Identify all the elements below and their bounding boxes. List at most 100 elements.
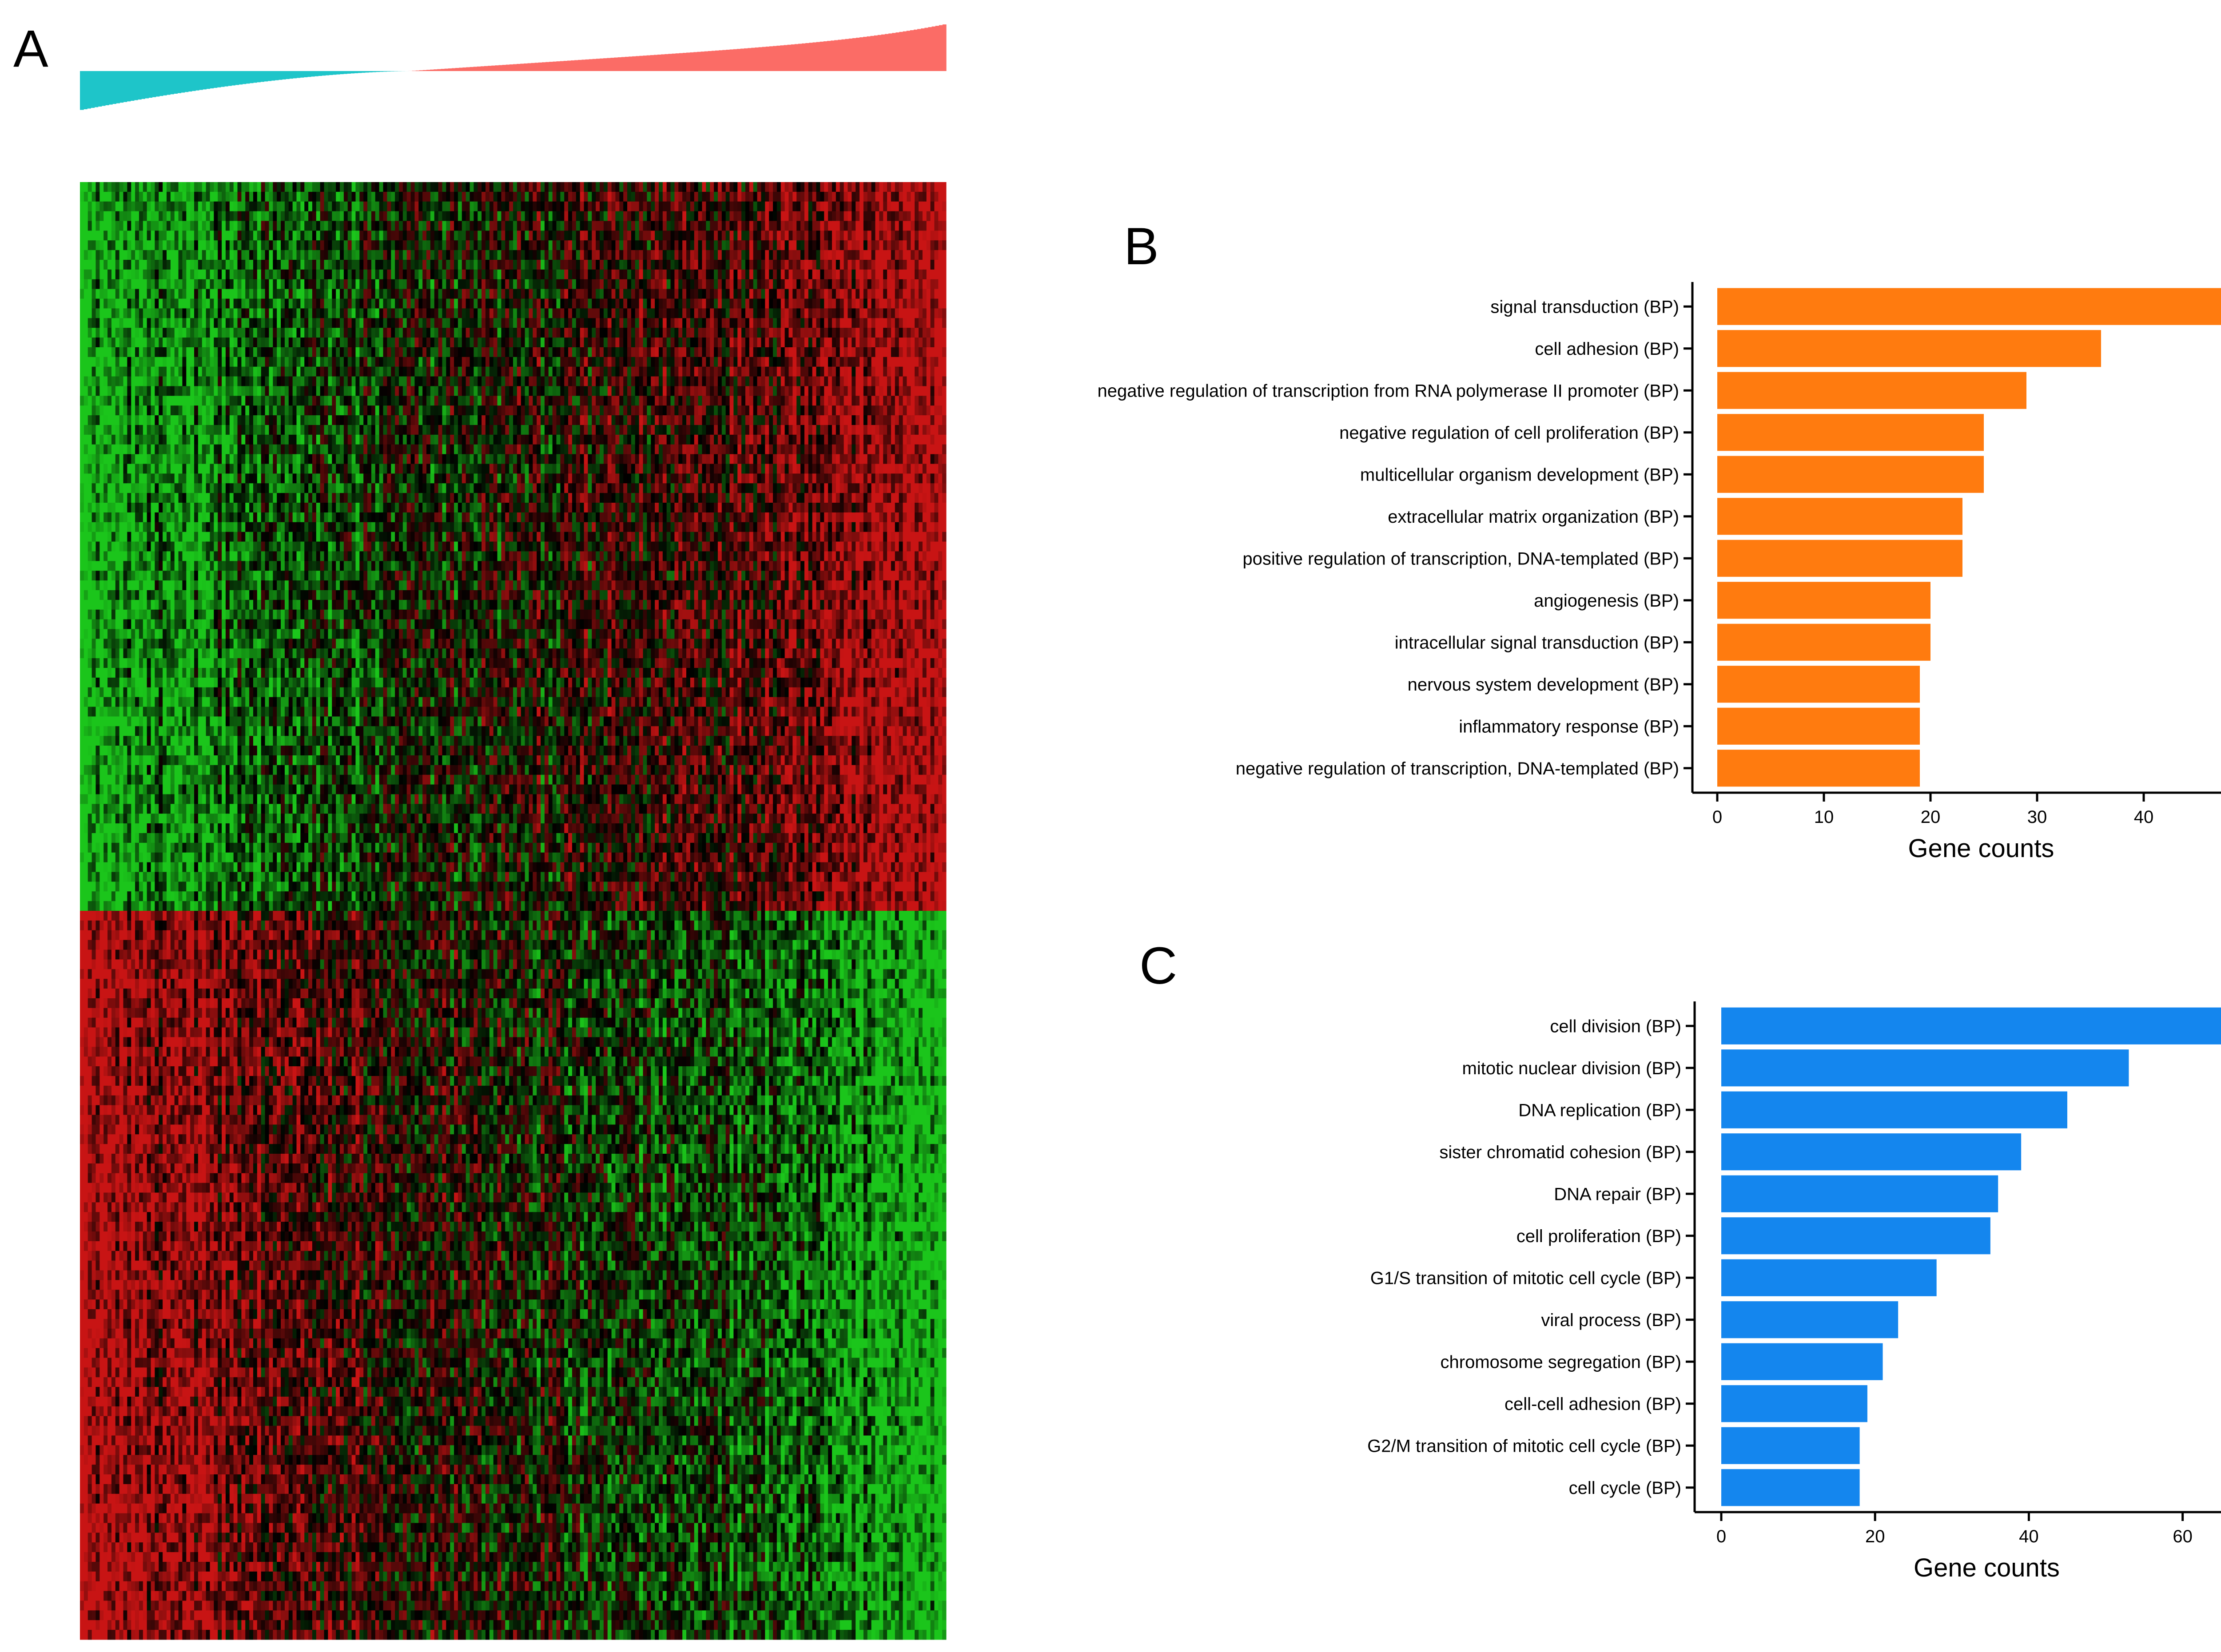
heatmap-cell bbox=[769, 338, 773, 348]
heatmap-cell bbox=[115, 328, 120, 338]
heatmap-cell bbox=[458, 250, 462, 260]
heatmap-cell bbox=[576, 328, 581, 338]
heatmap-cell bbox=[261, 308, 266, 318]
heatmap-cell bbox=[706, 289, 710, 299]
heatmap-cell bbox=[776, 191, 781, 202]
heatmap-cell bbox=[426, 357, 431, 367]
heatmap-cell bbox=[454, 357, 458, 367]
heatmap-cell bbox=[863, 289, 868, 299]
heatmap-cell bbox=[670, 338, 675, 348]
heatmap-cell bbox=[281, 240, 285, 250]
heatmap-cell bbox=[340, 182, 344, 192]
rank-bar bbox=[524, 63, 528, 71]
heatmap-cell bbox=[478, 318, 482, 328]
panel-a-heatmap bbox=[80, 182, 947, 1640]
heatmap-cell bbox=[517, 279, 521, 290]
heatmap-cell bbox=[155, 240, 159, 250]
heatmap-cell bbox=[442, 250, 446, 260]
heatmap-cell bbox=[568, 250, 573, 260]
heatmap-cell bbox=[674, 376, 679, 386]
heatmap-cell bbox=[139, 221, 143, 231]
heatmap-cell bbox=[600, 260, 604, 270]
heatmap-cell bbox=[96, 366, 100, 377]
heatmap-cell bbox=[218, 201, 222, 212]
heatmap-cell bbox=[363, 376, 368, 386]
heatmap-cell bbox=[324, 250, 328, 260]
heatmap-cell bbox=[922, 376, 927, 386]
heatmap-cell bbox=[915, 240, 919, 250]
heatmap-cell bbox=[229, 250, 234, 260]
rank-bar bbox=[181, 71, 185, 93]
heatmap-cell bbox=[194, 366, 199, 377]
heatmap-cell bbox=[229, 230, 234, 241]
heatmap-cell bbox=[580, 279, 585, 290]
heatmap-cell bbox=[761, 250, 765, 260]
rank-bar bbox=[318, 71, 322, 76]
heatmap-cell bbox=[430, 338, 435, 348]
heatmap-cell bbox=[410, 240, 415, 250]
heatmap-cell bbox=[678, 338, 683, 348]
heatmap-cell bbox=[442, 328, 446, 338]
heatmap-cell bbox=[143, 386, 147, 396]
heatmap-cell bbox=[391, 221, 395, 231]
heatmap-cell bbox=[257, 279, 262, 290]
heatmap-cell bbox=[147, 221, 151, 231]
heatmap-cell bbox=[478, 328, 482, 338]
rank-bar bbox=[434, 69, 438, 71]
heatmap-cell bbox=[359, 308, 364, 318]
heatmap-cell bbox=[725, 328, 730, 338]
heatmap-cell bbox=[860, 328, 864, 338]
heatmap-cell bbox=[84, 328, 88, 338]
rank-bar bbox=[354, 71, 358, 73]
heatmap-cell bbox=[505, 289, 509, 299]
heatmap-cell bbox=[765, 182, 769, 192]
heatmap-cell bbox=[466, 289, 470, 299]
heatmap-cell bbox=[572, 298, 577, 309]
heatmap-cell bbox=[529, 182, 533, 192]
heatmap-cell bbox=[725, 298, 730, 309]
heatmap-cell bbox=[340, 308, 344, 318]
heatmap-cell bbox=[607, 201, 612, 212]
heatmap-cell bbox=[281, 221, 285, 231]
heatmap-cell bbox=[80, 269, 84, 280]
heatmap-cell bbox=[658, 221, 663, 231]
heatmap-cell bbox=[343, 298, 348, 309]
rank-bar bbox=[708, 51, 712, 71]
heatmap-cell bbox=[690, 211, 695, 222]
heatmap-cell bbox=[796, 308, 801, 318]
heatmap-cell bbox=[560, 240, 565, 250]
heatmap-cell bbox=[304, 308, 309, 318]
heatmap-cell bbox=[147, 318, 151, 328]
heatmap-cell bbox=[922, 269, 927, 280]
heatmap-cell bbox=[312, 328, 317, 338]
heatmap-cell bbox=[163, 328, 167, 338]
heatmap-cell bbox=[623, 318, 628, 328]
heatmap-cell bbox=[422, 269, 427, 280]
heatmap-cell bbox=[288, 347, 293, 357]
heatmap-cell bbox=[292, 250, 297, 260]
heatmap-cell bbox=[828, 191, 832, 202]
heatmap-cell bbox=[261, 279, 266, 290]
heatmap-cell bbox=[911, 260, 915, 270]
heatmap-cell bbox=[398, 338, 403, 348]
heatmap-cell bbox=[788, 240, 793, 250]
heatmap-cell bbox=[343, 357, 348, 367]
heatmap-cell bbox=[544, 191, 549, 202]
heatmap-cell bbox=[584, 366, 588, 377]
heatmap-cell bbox=[135, 366, 139, 377]
heatmap-cell bbox=[253, 338, 258, 348]
heatmap-cell bbox=[115, 376, 120, 386]
heatmap-cell bbox=[600, 318, 604, 328]
heatmap-cell bbox=[119, 221, 123, 231]
heatmap-cell bbox=[544, 230, 549, 241]
heatmap-cell bbox=[792, 230, 797, 241]
heatmap-cell bbox=[761, 221, 765, 231]
heatmap-cell bbox=[406, 279, 411, 290]
heatmap-cell bbox=[887, 357, 892, 367]
heatmap-cell bbox=[615, 376, 620, 386]
heatmap-cell bbox=[741, 366, 746, 377]
heatmap-cell bbox=[533, 182, 537, 192]
rank-bar bbox=[188, 71, 192, 92]
heatmap-cell bbox=[537, 269, 541, 280]
heatmap-cell bbox=[379, 357, 383, 367]
